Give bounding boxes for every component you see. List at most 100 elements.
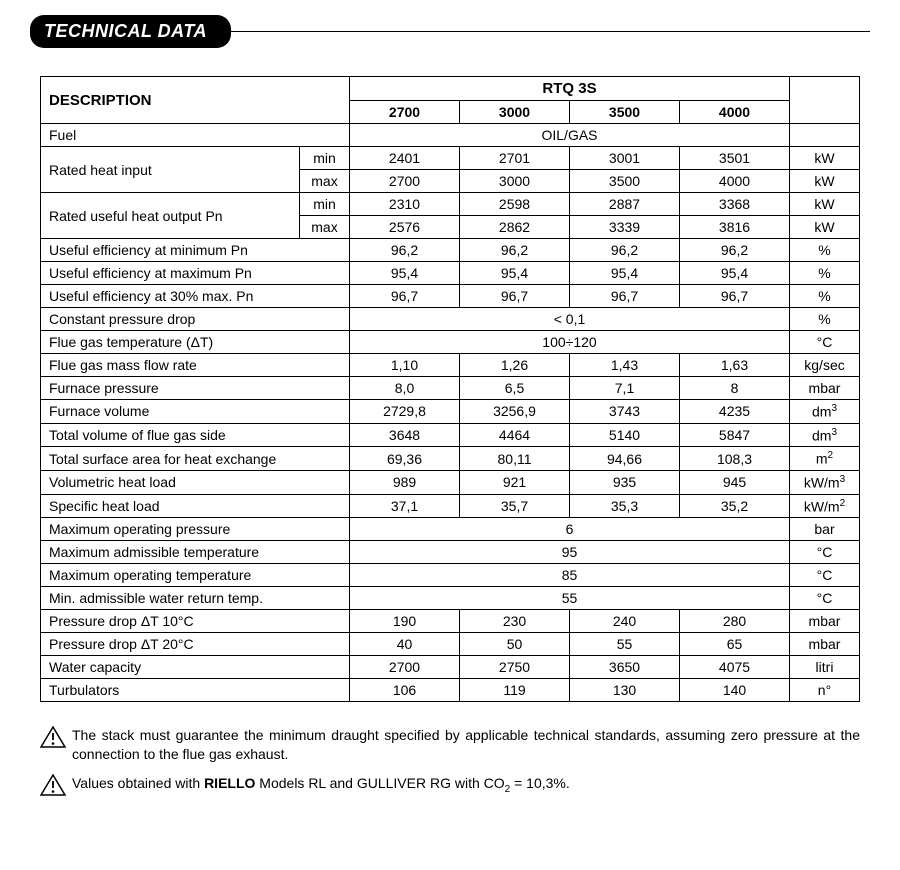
row-label: Furnace pressure — [41, 377, 350, 400]
row-value: 80,11 — [460, 447, 570, 471]
row-value: 280 — [680, 610, 790, 633]
row-unit: dm3 — [790, 423, 860, 447]
table-row: Total volume of flue gas side36484464514… — [41, 423, 860, 447]
table-row: Turbulators106119130140n° — [41, 679, 860, 702]
row-label: Total volume of flue gas side — [41, 423, 350, 447]
row-unit: °C — [790, 587, 860, 610]
row-value: 1,26 — [460, 354, 570, 377]
row-value: 55 — [570, 633, 680, 656]
row-sublabel: min — [300, 147, 350, 170]
table-row: Min. admissible water return temp.55°C — [41, 587, 860, 610]
row-value: 50 — [460, 633, 570, 656]
table-row: Useful efficiency at minimum Pn96,296,29… — [41, 239, 860, 262]
row-value: 3650 — [570, 656, 680, 679]
unit-header-blank — [790, 77, 860, 124]
row-unit: litri — [790, 656, 860, 679]
table-row: Total surface area for heat exchange69,3… — [41, 447, 860, 471]
table-row: Furnace pressure8,06,57,18mbar — [41, 377, 860, 400]
row-value: 1,10 — [350, 354, 460, 377]
row-value: 989 — [350, 470, 460, 494]
row-value: 2887 — [570, 193, 680, 216]
row-value: 95,4 — [350, 262, 460, 285]
heading-rule — [227, 31, 870, 32]
table-row: Flue gas mass flow rate1,101,261,431,63k… — [41, 354, 860, 377]
table-row: Useful efficiency at 30% max. Pn96,796,7… — [41, 285, 860, 308]
row-unit: % — [790, 308, 860, 331]
row-value: 96,2 — [570, 239, 680, 262]
row-value: 3500 — [570, 170, 680, 193]
note-row: Values obtained with RIELLO Models RL an… — [40, 774, 860, 796]
row-value: 96,2 — [350, 239, 460, 262]
row-value: 5847 — [680, 423, 790, 447]
table-body: FuelOIL/GAS Rated heat inputmin240127013… — [41, 124, 860, 702]
row-label: Maximum operating temperature — [41, 564, 350, 587]
row-value: 35,2 — [680, 494, 790, 518]
row-unit: kg/sec — [790, 354, 860, 377]
row-value: 1,63 — [680, 354, 790, 377]
row-sublabel: max — [300, 170, 350, 193]
row-value: 4075 — [680, 656, 790, 679]
row-value: 40 — [350, 633, 460, 656]
row-value: 230 — [460, 610, 570, 633]
row-value: 8 — [680, 377, 790, 400]
row-label: Maximum admissible temperature — [41, 541, 350, 564]
row-unit: °C — [790, 564, 860, 587]
table-row: Specific heat load37,135,735,335,2kW/m2 — [41, 494, 860, 518]
row-value: 96,7 — [350, 285, 460, 308]
row-value: 119 — [460, 679, 570, 702]
row-value: 106 — [350, 679, 460, 702]
row-value: 95,4 — [680, 262, 790, 285]
row-value: 945 — [680, 470, 790, 494]
row-value: 96,7 — [680, 285, 790, 308]
table-row: Useful efficiency at maximum Pn95,495,49… — [41, 262, 860, 285]
table-row: Maximum operating temperature85°C — [41, 564, 860, 587]
row-value: 2700 — [350, 656, 460, 679]
row-value: 94,66 — [570, 447, 680, 471]
row-value: 96,2 — [680, 239, 790, 262]
row-value-spanned: 100÷120 — [350, 331, 790, 354]
row-value: 95,4 — [570, 262, 680, 285]
row-unit: mbar — [790, 377, 860, 400]
row-unit: kW — [790, 147, 860, 170]
row-value: 7,1 — [570, 377, 680, 400]
warning-icon — [40, 726, 66, 748]
row-label: Pressure drop ΔT 10°C — [41, 610, 350, 633]
model-header: 3000 — [460, 101, 570, 124]
row-value: 190 — [350, 610, 460, 633]
row-unit: kW — [790, 216, 860, 239]
row-sublabel: max — [300, 216, 350, 239]
row-value: 3743 — [570, 400, 680, 424]
row-unit: kW — [790, 193, 860, 216]
row-unit: kW/m3 — [790, 470, 860, 494]
heading-pill: TECHNICAL DATA — [30, 15, 231, 48]
table-row: Rated heat inputmin2401270130013501kW — [41, 147, 860, 170]
row-value: 3000 — [460, 170, 570, 193]
row-value: 2401 — [350, 147, 460, 170]
section-heading: TECHNICAL DATA — [30, 15, 870, 48]
row-value: 140 — [680, 679, 790, 702]
row-label: Min. admissible water return temp. — [41, 587, 350, 610]
row-unit: m2 — [790, 447, 860, 471]
row-unit: mbar — [790, 633, 860, 656]
row-value: 96,2 — [460, 239, 570, 262]
row-label: Furnace volume — [41, 400, 350, 424]
row-label: Pressure drop ΔT 20°C — [41, 633, 350, 656]
row-label: Total surface area for heat exchange — [41, 447, 350, 471]
row-value: 2701 — [460, 147, 570, 170]
row-value: 2862 — [460, 216, 570, 239]
row-value-spanned: OIL/GAS — [350, 124, 790, 147]
row-value: 4000 — [680, 170, 790, 193]
row-value: 2700 — [350, 170, 460, 193]
note-text: The stack must guarantee the minimum dra… — [72, 726, 860, 764]
row-label: Rated heat input — [41, 147, 300, 193]
row-unit: % — [790, 239, 860, 262]
row-value: 2576 — [350, 216, 460, 239]
row-value: 3648 — [350, 423, 460, 447]
row-value: 35,7 — [460, 494, 570, 518]
row-unit: % — [790, 285, 860, 308]
row-sublabel: min — [300, 193, 350, 216]
row-label: Flue gas temperature (ΔT) — [41, 331, 350, 354]
row-unit: mbar — [790, 610, 860, 633]
description-header: DESCRIPTION — [41, 77, 350, 124]
row-value: 35,3 — [570, 494, 680, 518]
